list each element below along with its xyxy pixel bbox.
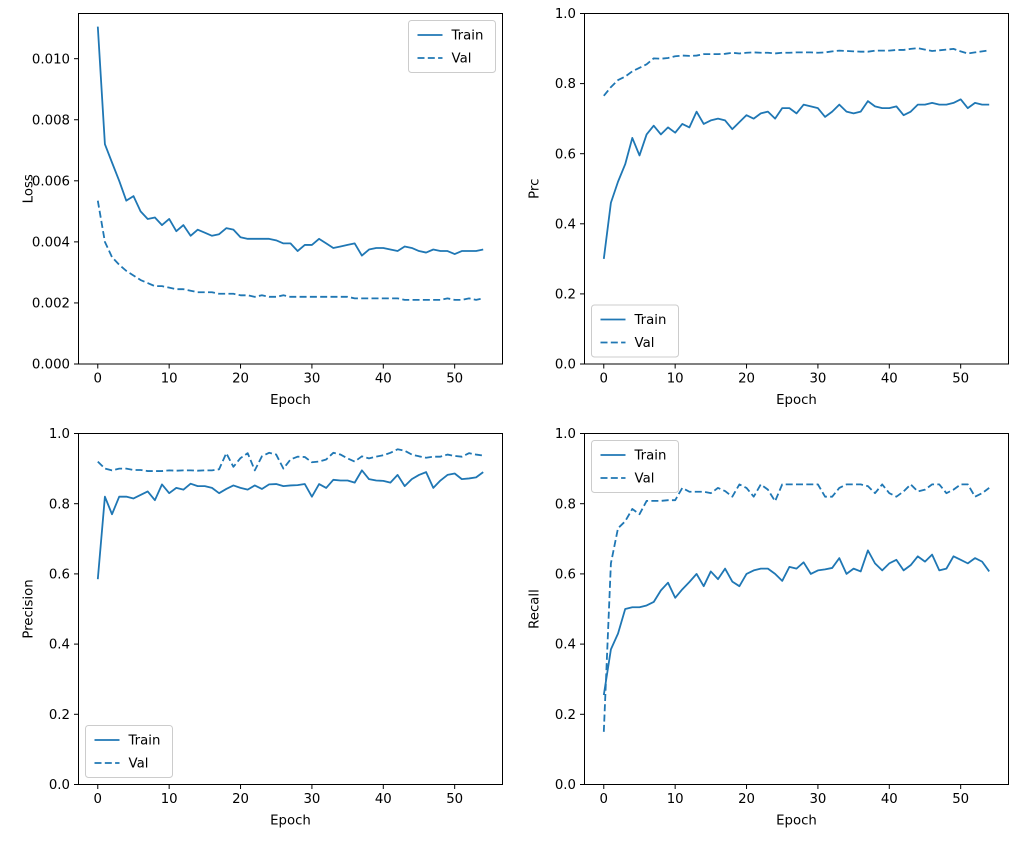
x-tick-label: 0 [94,372,102,387]
prc-svg: 0 10 20 30 40 50 0.0 0.2 0.4 0.6 0.8 1.0 Epoch Prc Tra… [528,7,1009,408]
x-tick-label: 30 [809,792,826,807]
y-tick-label: 0.4 [49,638,70,653]
legend: Train Val [591,304,679,358]
x-tick-label: 10 [161,792,178,807]
y-axis-label: Loss [22,174,37,203]
x-axis-label: Epoch [776,393,817,408]
y-tick-label: 0.2 [555,708,576,723]
legend-box [85,725,173,778]
y-tick-label: 1.0 [555,427,576,442]
x-tick-label: 0 [600,792,608,807]
y-tick-label: 0.000 [32,358,70,373]
train-line [96,469,484,580]
axes-frame [584,13,1009,365]
legend: Train Val [408,20,496,73]
x-tick-label: 10 [667,372,684,387]
loss-chart: 0 10 20 30 40 50 0.000 0.002 0.004 0.006 0.008 0.01… [0,0,509,419]
y-tick-label: 0.002 [32,297,70,312]
axes-frame [78,433,503,785]
legend-val-label: Val [635,472,655,487]
y-tick-label: 0.2 [555,288,576,303]
y-tick-label: 0.8 [555,497,576,512]
y-tick-label: 0.8 [49,497,70,512]
subplot-recall: 0 10 20 30 40 50 0.0 0.2 0.4 0.6 0.8 1.0 Epoch Recall… [528,427,1009,829]
train-line [602,549,990,696]
x-tick-label: 50 [952,792,969,807]
x-tick-label: 20 [232,372,249,387]
subplot-precision: 0 10 20 30 40 50 0.0 0.2 0.4 0.6 0.8 1.0 Epoch Precis… [22,427,503,829]
y-tick-label: 1.0 [49,427,70,442]
precision-chart: 0 10 20 30 40 50 0.0 0.2 0.4 0.6 0.8 1.0 Epoch Precis… [0,419,509,838]
legend: Train Val [85,725,173,778]
x-tick-label: 50 [446,372,463,387]
legend-box [408,20,496,73]
x-tick-label: 30 [303,372,320,387]
y-tick-label: 0.6 [555,568,576,583]
val-line [96,200,484,301]
legend-val-label: Val [452,52,472,67]
y-axis-label: Precision [22,579,37,638]
legend: Train Val [591,440,679,493]
val-line [602,483,990,732]
legend-train-label: Train [128,734,161,749]
x-tick-label: 10 [161,372,178,387]
y-tick-label: 0.6 [555,147,576,162]
x-tick-label: 20 [738,792,755,807]
val-line [97,448,484,472]
precision-svg: 0 10 20 30 40 50 0.0 0.2 0.4 0.6 0.8 1.0 Epoch Precis… [22,427,503,829]
x-tick-label: 30 [303,792,320,807]
train-line [96,26,484,257]
y-tick-label: 0.4 [555,638,576,653]
y-axis-label: Recall [528,589,543,629]
legend-val-label: Val [129,757,149,772]
y-tick-label: 1.0 [555,7,576,22]
y-tick-label: 0.4 [555,217,576,232]
y-tick-label: 0.0 [555,358,576,373]
x-axis-label: Epoch [270,393,311,408]
y-tick-label: 0.0 [49,778,70,793]
x-tick-label: 0 [600,372,608,387]
recall-chart: 0 10 20 30 40 50 0.0 0.2 0.4 0.6 0.8 1.0 Epoch Recall… [509,419,1018,838]
prc-chart: 0 10 20 30 40 50 0.0 0.2 0.4 0.6 0.8 1.0 Epoch Prc Tra… [509,0,1018,419]
subplot-loss: 0 10 20 30 40 50 0.000 0.002 0.004 0.006 0.008 0.01… [22,13,503,408]
x-tick-label: 50 [952,372,969,387]
legend-box [591,440,679,493]
x-tick-label: 40 [375,372,392,387]
x-tick-label: 30 [809,372,826,387]
x-tick-label: 40 [375,792,392,807]
y-tick-label: 0.0 [555,778,576,793]
x-tick-label: 20 [232,792,249,807]
recall-svg: 0 10 20 30 40 50 0.0 0.2 0.4 0.6 0.8 1.0 Epoch Recall… [528,427,1009,829]
subplot-prc: 0 10 20 30 40 50 0.0 0.2 0.4 0.6 0.8 1.0 Epoch Prc Tra… [528,7,1009,408]
x-tick-label: 40 [881,792,898,807]
legend-box [591,304,679,358]
x-tick-label: 50 [446,792,463,807]
x-tick-label: 0 [94,792,102,807]
axes-frame [584,433,1009,785]
axes-frame [78,13,503,365]
legend-val-label: Val [635,336,655,351]
x-axis-label: Epoch [270,814,311,829]
x-axis-label: Epoch [776,814,817,829]
x-tick-label: 40 [881,372,898,387]
y-tick-label: 0.6 [49,568,70,583]
y-tick-label: 0.006 [32,174,70,189]
y-tick-label: 0.008 [32,113,70,128]
y-tick-label: 0.2 [49,708,70,723]
y-tick-label: 0.010 [32,52,70,67]
y-tick-label: 0.8 [555,77,576,92]
y-tick-label: 0.004 [32,235,70,250]
x-tick-label: 20 [738,372,755,387]
train-line [602,98,990,259]
loss-svg: 0 10 20 30 40 50 0.000 0.002 0.004 0.006 0.008 0.01… [22,13,503,408]
val-line [603,47,990,97]
legend-train-label: Train [634,313,667,328]
legend-train-label: Train [634,449,667,464]
y-axis-label: Prc [528,179,543,199]
legend-train-label: Train [451,29,484,44]
x-tick-label: 10 [667,792,684,807]
